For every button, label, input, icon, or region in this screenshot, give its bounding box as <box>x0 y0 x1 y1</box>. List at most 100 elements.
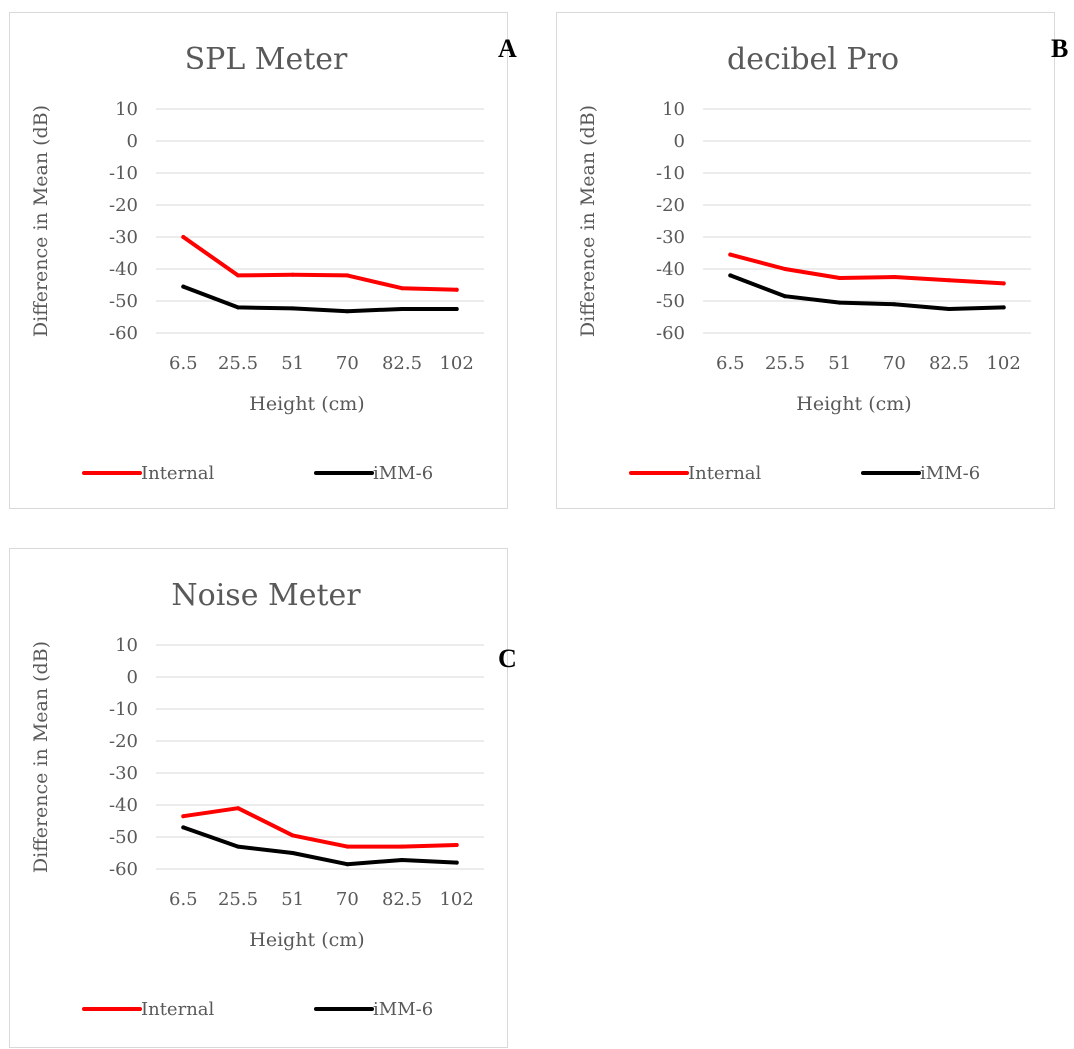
data-point-internal <box>181 235 186 239</box>
y-tick-label: 0 <box>674 131 685 152</box>
data-point-internal <box>400 286 404 291</box>
data-point-internal <box>400 844 404 849</box>
y-tick-label: 0 <box>127 667 138 688</box>
x-tick-label: 25.5 <box>218 889 258 910</box>
legend-label-imm-6: iMM-6 <box>920 463 980 484</box>
y-tick-label: -20 <box>109 731 138 752</box>
y-tick-label: -50 <box>656 291 685 312</box>
panel-letter-c: C <box>498 644 517 673</box>
y-axis-label: Difference in Mean (dB) <box>577 105 599 337</box>
legend-label-internal: Internal <box>688 463 762 484</box>
y-tick-label: -50 <box>109 291 138 312</box>
legend-label-internal: Internal <box>141 463 215 484</box>
legend-label-imm-6: iMM-6 <box>373 999 433 1020</box>
y-tick-label: -60 <box>109 859 138 880</box>
data-point-imm-6 <box>783 294 787 299</box>
y-tick-label: -10 <box>656 163 685 184</box>
chart-svg-noise-meter: Noise Meter 10 0 -10 -20 -30 -40 -50 -60 6.5 25.5 5… <box>30 578 484 1020</box>
data-point-internal <box>181 814 186 819</box>
chart-title: decibel Pro <box>727 42 899 77</box>
data-point-imm-6 <box>454 860 459 865</box>
series-line-imm-6 <box>181 825 459 867</box>
y-tick-label: 0 <box>127 131 138 152</box>
data-point-imm-6 <box>947 307 951 311</box>
data-point-imm-6 <box>1001 305 1006 310</box>
data-point-imm-6 <box>345 309 350 314</box>
y-tick-label: -30 <box>656 227 685 248</box>
data-point-internal <box>290 272 295 277</box>
x-tick-label: 70 <box>883 353 906 374</box>
y-tick-label: -30 <box>109 763 138 784</box>
x-tick-label: 25.5 <box>218 353 258 374</box>
x-tick-label: 51 <box>828 353 851 374</box>
y-tick-label: -20 <box>656 195 685 216</box>
data-point-imm-6 <box>400 858 404 863</box>
x-tick-label: 6.5 <box>716 353 745 374</box>
data-point-internal <box>947 278 951 283</box>
data-point-imm-6 <box>290 306 295 311</box>
y-tick-label: 10 <box>115 635 138 656</box>
series-line-internal <box>181 806 459 849</box>
data-point-internal <box>783 267 787 271</box>
panel-letter-a: A <box>498 34 517 63</box>
y-tick-label: -10 <box>109 699 138 720</box>
data-point-internal <box>236 806 240 811</box>
data-point-imm-6 <box>400 307 404 311</box>
data-point-imm-6 <box>236 844 240 849</box>
data-point-internal <box>1001 281 1006 286</box>
chart-panel-decibel-pro: decibel Pro 10 0 -10 -20 -30 -40 -50 -60 6.5 25.5 5… <box>556 12 1055 509</box>
data-point-internal <box>454 843 459 847</box>
y-tick-label: -40 <box>109 259 138 280</box>
data-point-internal <box>837 275 842 280</box>
chart-title: Noise Meter <box>171 578 361 613</box>
legend-label-imm-6: iMM-6 <box>373 463 433 484</box>
chart-title: SPL Meter <box>185 42 348 77</box>
y-tick-label: -60 <box>656 323 685 344</box>
chart-svg-decibel-pro: decibel Pro 10 0 -10 -20 -30 -40 -50 -60 6.5 25.5 5… <box>577 42 1031 484</box>
series-line-internal <box>181 235 459 292</box>
data-point-internal <box>454 287 459 292</box>
data-point-internal <box>345 273 350 278</box>
data-point-imm-6 <box>236 305 240 310</box>
x-tick-label: 102 <box>439 889 473 910</box>
x-tick-label: 82.5 <box>382 353 422 374</box>
series-line-internal <box>728 252 1006 286</box>
x-tick-label: 51 <box>281 889 304 910</box>
x-tick-label: 102 <box>439 353 473 374</box>
data-point-internal <box>345 844 350 849</box>
data-point-imm-6 <box>181 825 186 830</box>
series-line-imm-6 <box>728 273 1006 311</box>
y-axis-label: Difference in Mean (dB) <box>30 105 52 337</box>
chart-panel-spl-meter: SPL Meter 10 0 -10 -20 -30 -40 -50 -60 6.5 25.5 51 7… <box>9 12 508 509</box>
data-point-internal <box>728 252 733 257</box>
x-tick-label: 102 <box>986 353 1020 374</box>
chart-svg-spl-meter: SPL Meter 10 0 -10 -20 -30 -40 -50 -60 6.5 25.5 51 7… <box>30 42 484 484</box>
x-tick-label: 70 <box>336 353 359 374</box>
x-tick-label: 70 <box>336 889 359 910</box>
y-tick-label: 10 <box>662 99 685 120</box>
y-tick-label: -50 <box>109 827 138 848</box>
x-axis-label: Height (cm) <box>249 393 364 415</box>
y-tick-label: -40 <box>109 795 138 816</box>
x-tick-label: 82.5 <box>382 889 422 910</box>
y-tick-label: 10 <box>115 99 138 120</box>
y-tick-label: -20 <box>109 195 138 216</box>
y-tick-label: -30 <box>109 227 138 248</box>
series-line-imm-6 <box>181 284 459 314</box>
chart-panel-noise-meter: Noise Meter 10 0 -10 -20 -30 -40 -50 -60 6.5 25.5 5… <box>9 548 508 1048</box>
data-point-imm-6 <box>454 307 459 311</box>
data-point-imm-6 <box>728 273 733 278</box>
data-point-imm-6 <box>345 862 350 867</box>
y-tick-label: -40 <box>656 259 685 280</box>
data-point-internal <box>236 273 240 278</box>
data-point-imm-6 <box>837 300 842 305</box>
x-tick-label: 6.5 <box>169 353 198 374</box>
x-axis-label: Height (cm) <box>796 393 911 415</box>
x-tick-label: 51 <box>281 353 304 374</box>
data-point-internal <box>892 275 897 279</box>
y-tick-label: -10 <box>109 163 138 184</box>
panel-letter-b: B <box>1051 34 1069 63</box>
data-point-imm-6 <box>290 851 295 855</box>
y-tick-label: -60 <box>109 323 138 344</box>
data-point-internal <box>290 833 295 838</box>
